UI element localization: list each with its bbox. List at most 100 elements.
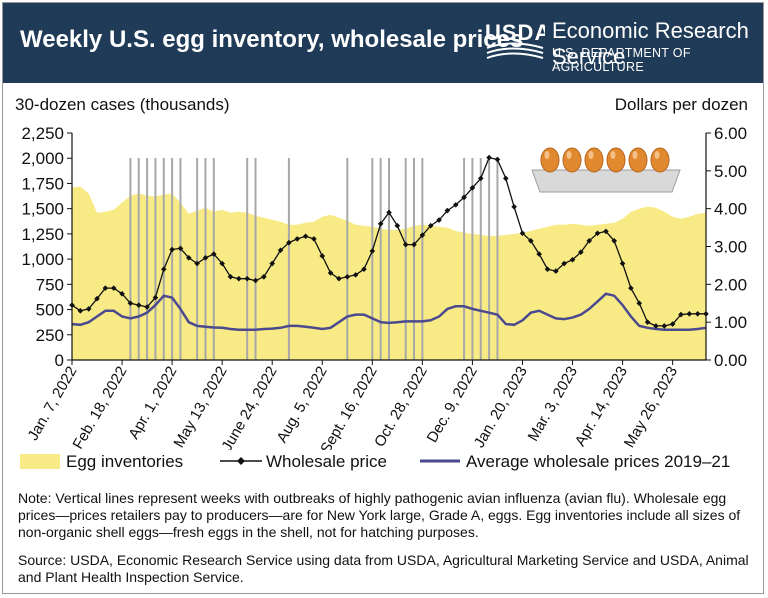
x-tick-label-5: Aug. 5, 2022: [273, 364, 330, 446]
wholesale-point-28: [302, 233, 309, 240]
chart-note: Note: Vertical lines represent weeks wit…: [18, 490, 741, 540]
left-tick-label-1: 250: [36, 326, 64, 345]
x-tick-label-11: Apr. 14, 2023: [572, 364, 631, 450]
right-tick-label-0: 0.00: [714, 351, 747, 370]
wholesale-point-62: [586, 238, 593, 244]
wholesale-point-16: [202, 255, 209, 261]
wholesale-point-60: [569, 256, 576, 263]
x-tick-label-1: Feb. 18, 2022: [70, 364, 131, 451]
wholesale-point-69: [644, 319, 651, 325]
wholesale-point-24: [269, 260, 276, 267]
legend-item-inventory: Egg inventories: [20, 452, 183, 472]
left-tick-label-2: 500: [36, 301, 64, 320]
right-tick-label-2: 2.00: [714, 275, 747, 294]
legend-swatch-inventory: [20, 454, 60, 469]
wholesale-point-38: [386, 209, 392, 216]
chart-title: Weekly U.S. egg inventory, wholesale pri…: [20, 26, 524, 53]
department-name: U.S. DEPARTMENT OF AGRICULTURE: [552, 46, 691, 74]
wholesale-point-11: [160, 266, 167, 272]
x-tick-label-8: Dec. 9, 2022: [424, 363, 481, 445]
left-tick-label-6: 1,500: [21, 200, 64, 219]
wholesale-point-61: [578, 249, 584, 255]
legend-label-wholesale: Wholesale price: [266, 452, 387, 471]
wholesale-point-7: [127, 300, 134, 307]
wholesale-point-19: [227, 273, 234, 280]
wholesale-point-73: [678, 311, 684, 318]
left-tick-label-3: 750: [36, 275, 64, 294]
wholesale-point-21: [244, 275, 250, 282]
right-tick-label-5: 5.00: [714, 162, 747, 181]
right-tick-label-1: 1.00: [714, 313, 747, 332]
wholesale-point-15: [194, 260, 200, 267]
right-tick-label-6: 6.00: [714, 124, 747, 143]
legend-swatch-wholesale: [220, 457, 262, 465]
wholesale-point-72: [669, 321, 676, 327]
wholesale-point-41: [411, 241, 417, 248]
wholesale-point-46: [452, 202, 459, 208]
wholesale-point-68: [636, 300, 643, 307]
wholesale-point-31: [327, 270, 334, 276]
egg-5: [650, 147, 670, 173]
header-bar: [3, 3, 763, 83]
wholesale-point-18: [219, 260, 225, 267]
wholesale-point-6: [119, 290, 125, 297]
legend-label-average: Average wholesale prices 2019–21: [466, 452, 731, 471]
wholesale-point-75: [694, 311, 701, 317]
wholesale-point-35: [361, 266, 367, 272]
wholesale-point-25: [277, 247, 284, 254]
wholesale-point-2: [85, 306, 92, 312]
wholesale-point-26: [286, 239, 292, 246]
left-tick-label-9: 2,250: [21, 124, 64, 143]
legend-swatch-average: [420, 459, 460, 463]
x-tick-label-10: Mar. 3, 2023: [525, 364, 581, 445]
wholesale-point-1: [77, 308, 84, 314]
wholesale-point-22: [252, 277, 259, 284]
wholesale-point-36: [369, 248, 376, 254]
wholesale-point-65: [611, 238, 618, 244]
wholesale-point-42: [419, 232, 426, 238]
wholesale-point-9: [144, 304, 150, 310]
wholesale-point-43: [427, 222, 434, 229]
x-tick-label-9: Jan. 20, 2023: [471, 364, 531, 451]
usda-logo-icon: USDA: [485, 20, 545, 59]
wholesale-point-45: [444, 207, 451, 214]
wholesale-point-50: [486, 154, 492, 161]
egg-4: [628, 147, 648, 173]
wholesale-point-44: [436, 217, 442, 223]
x-tick-label-3: May 13, 2022: [170, 364, 230, 451]
right-tick-label-4: 4.00: [714, 200, 747, 219]
wholesale-point-53: [511, 203, 517, 210]
left-tick-label-7: 1,750: [21, 174, 64, 193]
wholesale-point-23: [261, 273, 267, 280]
wholesale-point-74: [686, 311, 693, 317]
wholesale-point-13: [177, 245, 184, 252]
wholesale-point-49: [477, 175, 484, 182]
x-tick-label-12: May 26, 2023: [621, 364, 681, 451]
egg-0: [540, 147, 560, 173]
wholesale-point-55: [528, 238, 534, 244]
wholesale-point-5: [110, 285, 117, 291]
egg-highlight-5: [654, 151, 660, 159]
wholesale-point-12: [169, 246, 175, 253]
wholesale-point-8: [135, 302, 142, 308]
wholesale-point-33: [344, 273, 351, 280]
wholesale-point-39: [394, 222, 401, 229]
wholesale-point-52: [502, 175, 509, 182]
legend-item-wholesale: Wholesale price: [220, 452, 387, 472]
wholesale-point-34: [352, 272, 359, 278]
left-axis-title: 30-dozen cases (thousands): [15, 95, 230, 114]
wholesale-point-64: [603, 228, 609, 235]
egg-highlight-2: [588, 151, 594, 159]
egg-highlight-0: [544, 151, 550, 159]
wholesale-point-3: [94, 295, 100, 302]
wholesale-point-71: [661, 323, 668, 329]
wholesale-point-29: [311, 236, 317, 242]
average-price-line: [71, 292, 707, 331]
carton-base: [531, 169, 681, 193]
left-tick-label-4: 1,000: [21, 250, 64, 269]
egg-3: [606, 147, 626, 173]
wholesale-point-27: [294, 236, 301, 242]
chart-source: Source: USDA, Economic Research Service …: [18, 552, 749, 585]
x-tick-label-2: Apr. 1, 2022: [125, 364, 180, 443]
